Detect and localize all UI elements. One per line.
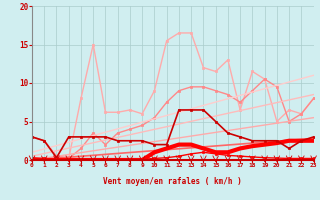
- X-axis label: Vent moyen/en rafales ( km/h ): Vent moyen/en rafales ( km/h ): [103, 177, 242, 186]
